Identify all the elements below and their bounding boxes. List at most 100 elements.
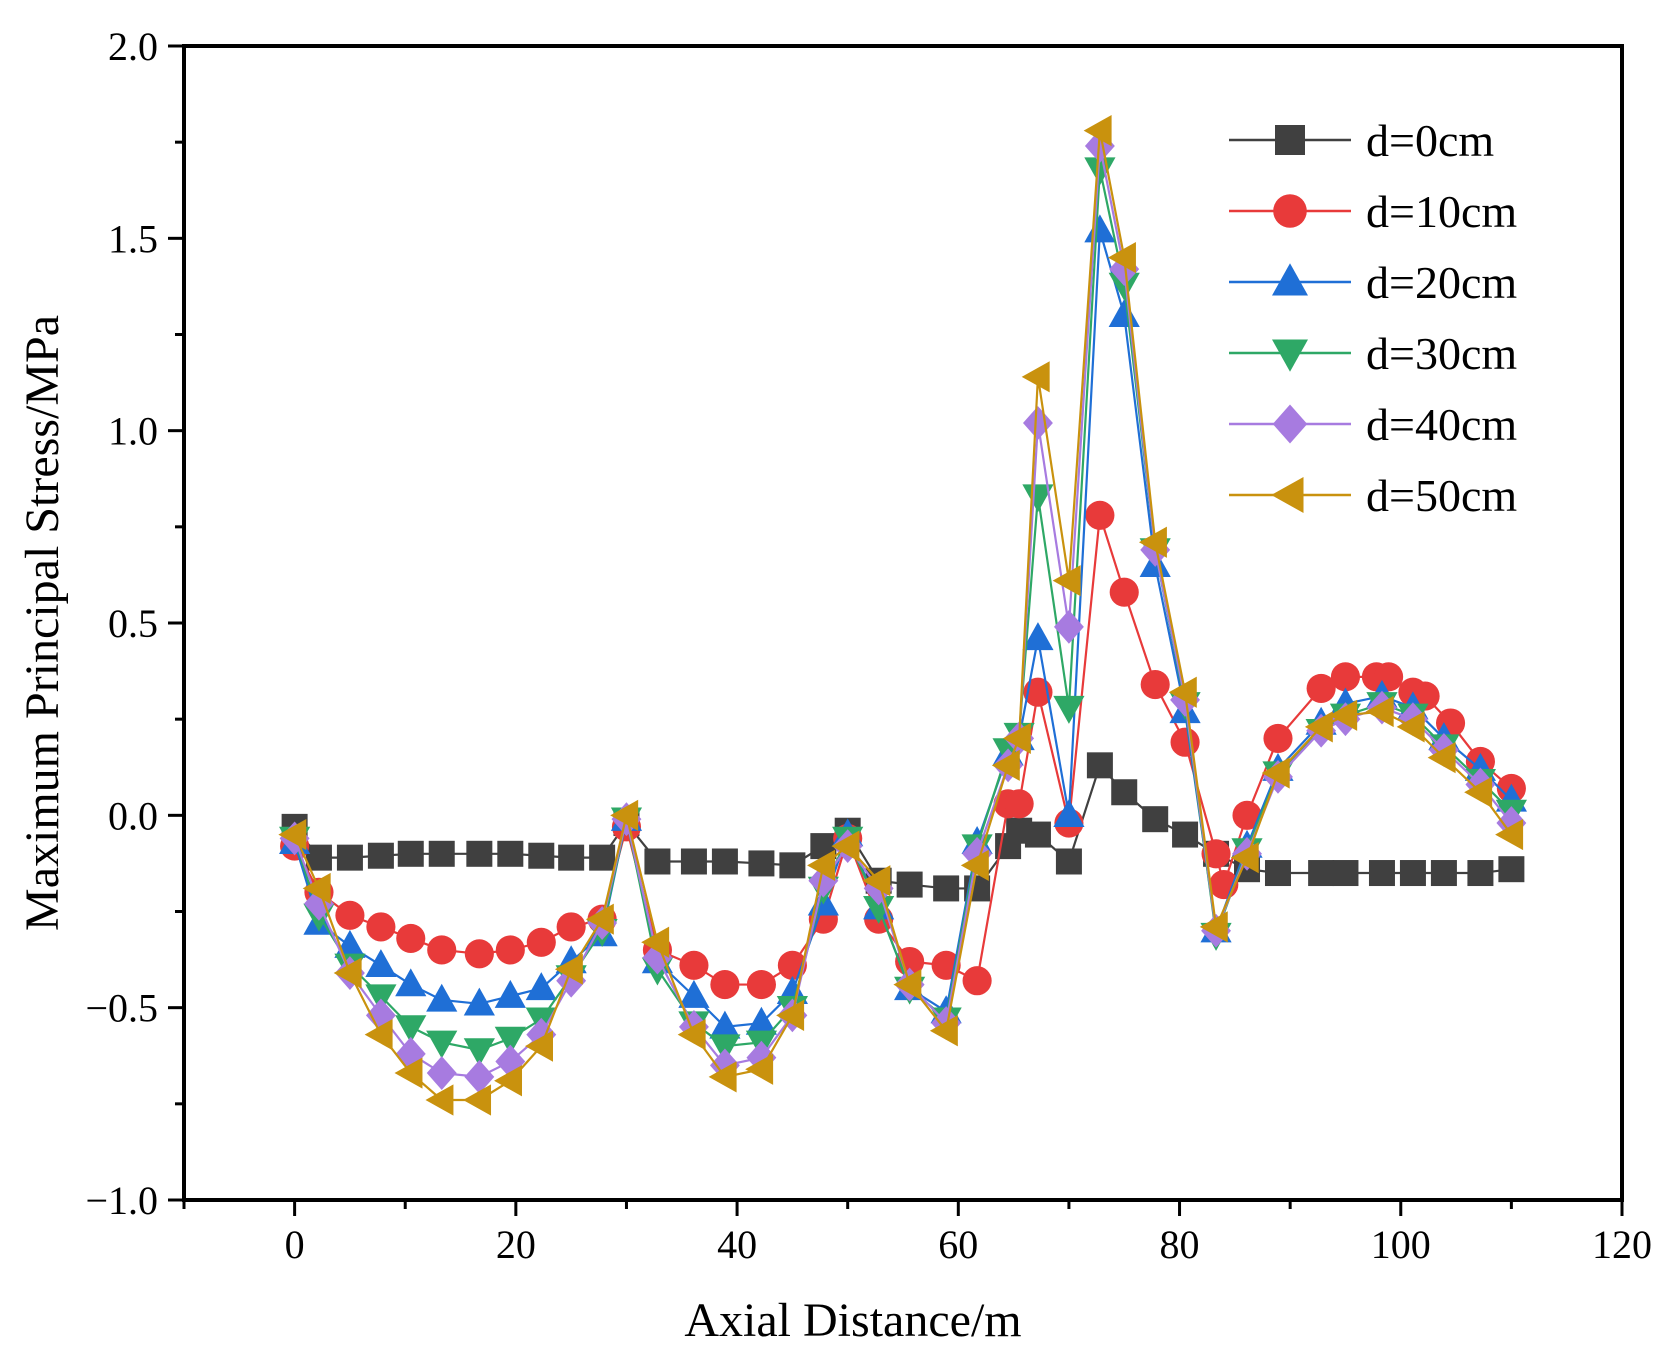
data-point [525,1030,553,1062]
data-point [426,1030,458,1059]
data-point [1498,856,1525,883]
y-tick-label: 1.0 [108,409,158,454]
x-tick-label: 120 [1592,1222,1652,1267]
data-point [610,799,639,831]
data-point [1427,742,1456,774]
data-point [463,1038,495,1067]
x-tick-label: 40 [717,1222,757,1267]
data-point [1332,860,1359,887]
data-point [497,840,524,867]
data-point [1024,821,1051,848]
series-d=50cm [278,115,1524,1116]
data-point [589,844,616,871]
data-point [1138,526,1167,558]
data-point [1107,241,1136,274]
data-point [1142,806,1169,833]
data-point [365,949,397,978]
data-point [641,926,670,958]
data-point [1085,500,1115,530]
data-point [960,849,989,881]
data-point [1308,860,1335,887]
data-point [1261,757,1290,789]
legend-label: d=40cm [1366,399,1517,450]
data-point [1168,676,1197,708]
data-point [494,1065,523,1097]
data-point [1022,484,1054,513]
data-point [364,1018,393,1051]
data-point [1084,157,1116,186]
legend-label: d=30cm [1366,328,1517,379]
data-point [556,912,586,942]
data-point [644,848,671,875]
data-point [1053,695,1085,724]
x-tick-label: 100 [1371,1222,1431,1267]
data-point [1055,848,1082,875]
data-point [1140,669,1170,700]
data-point [336,844,363,871]
data-point [1330,662,1361,692]
data-point [1002,722,1031,754]
data-point [896,871,923,898]
data-point [428,840,455,867]
data-point [708,1061,737,1093]
data-point [426,1056,457,1090]
legend-marker [1273,194,1307,228]
data-point [745,1053,774,1085]
data-point [395,968,427,997]
data-point [677,1018,706,1051]
data-point [1004,789,1034,819]
data-point [862,865,891,897]
data-point [1232,800,1262,830]
data-point [1172,821,1199,848]
data-point [278,818,307,851]
data-point [394,1057,423,1089]
data-point [395,1015,427,1044]
legend-label: d=20cm [1366,257,1517,308]
data-point [365,984,397,1013]
y-tick-label: 1.5 [108,216,158,261]
y-tick-label: 2.0 [108,24,158,69]
x-axis-title: Axial Distance/m [684,1294,1021,1347]
data-point [1464,776,1493,808]
data-point [1111,779,1138,806]
data-point [463,987,495,1016]
data-point [831,830,860,862]
data-point [807,849,836,881]
series-d=0cm [281,752,1525,902]
data-point [1109,577,1139,607]
legend-label: d=10cm [1366,186,1517,237]
data-point [494,979,526,1008]
legend-item: d=40cm [1229,399,1517,450]
data-point [1306,673,1336,703]
data-point [305,844,332,871]
y-tick-label: 0.5 [108,601,158,646]
y-tick-label: −0.5 [85,986,158,1031]
y-axis-title: Maximum Principal Stress/MPa [16,315,69,931]
data-point [1264,860,1291,887]
data-point [528,842,555,869]
y-tick-label: 0.0 [108,793,158,838]
data-point [1396,711,1425,743]
data-point [494,1026,526,1055]
data-point [748,850,775,877]
legend-item: d=10cm [1229,186,1517,237]
data-point [929,1015,958,1047]
data-point [1495,818,1524,851]
data-point [776,999,805,1031]
legend-label: d=0cm [1366,115,1494,166]
data-point [1086,752,1113,779]
data-point [1052,565,1081,597]
data-point [425,1084,454,1116]
x-tick-label: 80 [1160,1222,1200,1267]
data-point [1365,695,1394,728]
data-point [585,903,614,935]
data-point [1053,609,1084,644]
data-point [1329,699,1358,731]
data-point [426,983,458,1012]
data-point [558,844,585,871]
data-point [1230,842,1259,874]
data-point [710,970,740,1000]
data-point [397,840,424,867]
x-tick-label: 60 [938,1222,978,1267]
